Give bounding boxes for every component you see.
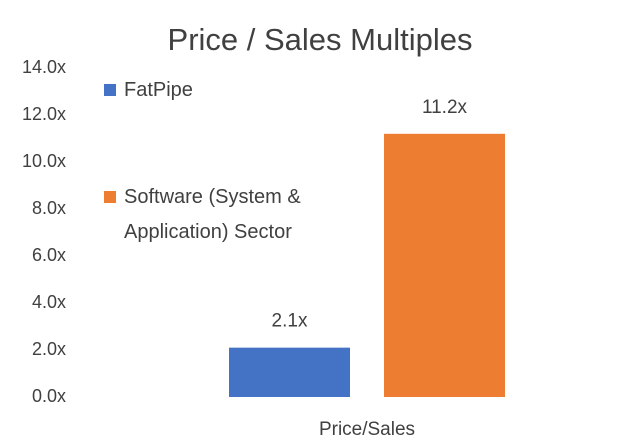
y-tick-label: 2.0x (32, 339, 66, 359)
x-tick-label: Price/Sales (319, 419, 415, 440)
chart-title: Price / Sales Multiples (168, 22, 473, 57)
legend-item: FatPipe (104, 73, 344, 108)
y-tick-label: 14.0x (22, 57, 66, 77)
legend-swatch (104, 84, 116, 96)
value-label: 11.2x (422, 97, 468, 118)
y-tick-label: 4.0x (32, 292, 66, 312)
y-tick-label: 10.0x (22, 151, 66, 171)
bar (384, 133, 505, 398)
legend-label: Software (System & Application) Sector (124, 186, 301, 243)
value-label: 2.1x (272, 311, 308, 332)
y-tick-label: 6.0x (32, 245, 66, 265)
y-tick-label: 8.0x (32, 198, 66, 218)
legend-item: Software (System & Application) Sector (104, 180, 344, 250)
legend-label: FatPipe (124, 79, 193, 101)
y-tick-label: 0.0x (32, 386, 66, 406)
legend-swatch (104, 191, 116, 203)
y-tick-label: 12.0x (22, 104, 66, 124)
bar (229, 347, 350, 397)
